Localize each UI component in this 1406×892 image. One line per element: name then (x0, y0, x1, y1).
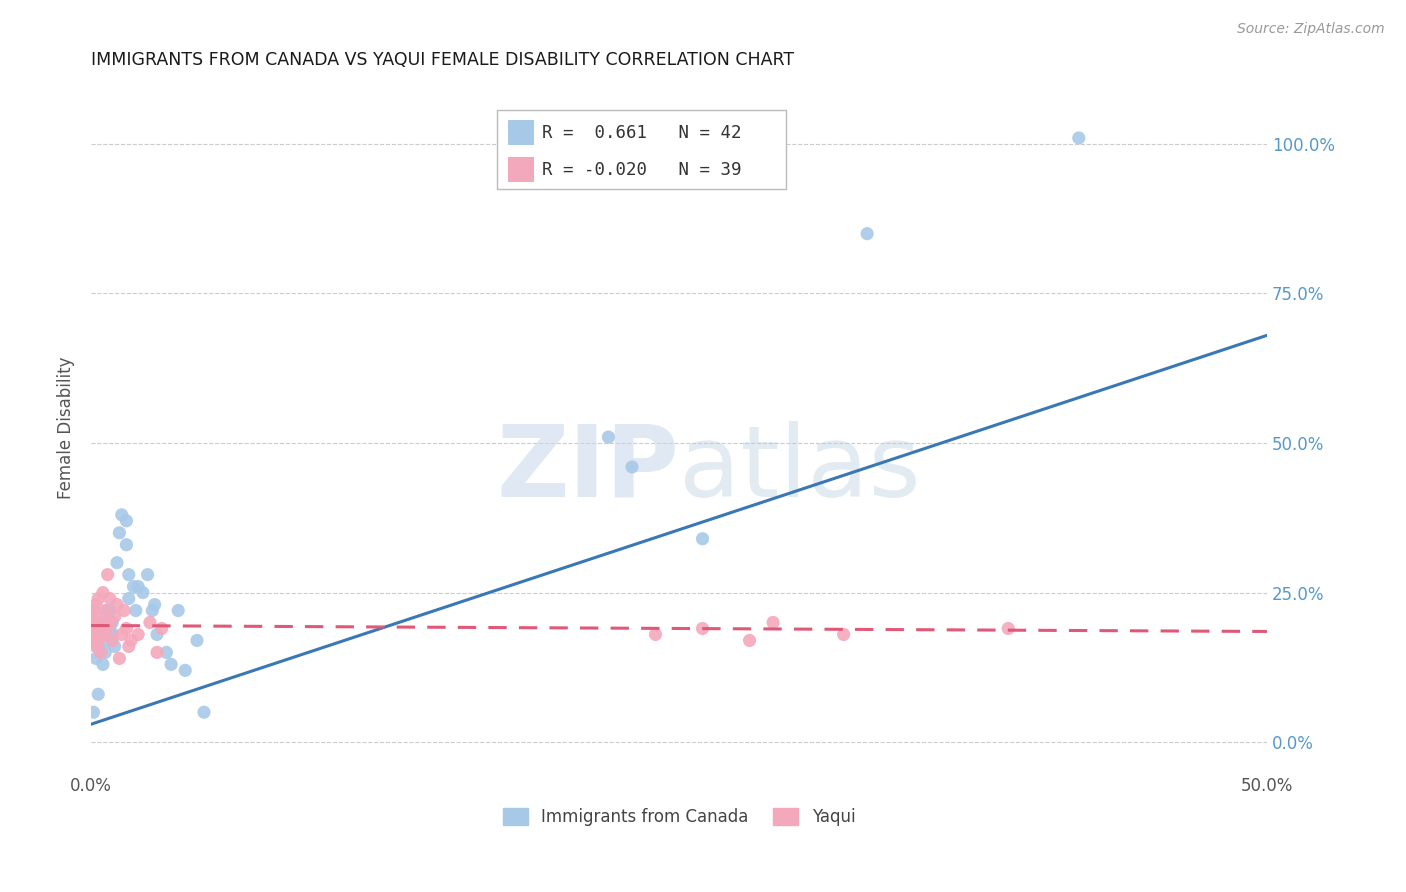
Point (105, 556, 128, 570)
Point (84, 651, 107, 665)
Point (141, 603, 163, 617)
Point (91, 657, 114, 672)
Point (118, 640, 141, 654)
Point (83, 615, 105, 630)
Point (108, 651, 131, 665)
Point (91, 627, 114, 641)
Point (94, 603, 117, 617)
Point (856, 227, 879, 241)
Point (98, 591, 121, 606)
Point (98, 615, 121, 630)
Point (83, 705, 105, 719)
Point (98, 603, 121, 617)
Point (112, 603, 135, 617)
Point (87, 687, 110, 701)
Point (1067, 131, 1090, 145)
Point (598, 430, 620, 444)
Point (104, 640, 127, 654)
Point (108, 525, 131, 540)
Point (115, 514, 138, 528)
Point (692, 532, 714, 546)
Point (87, 633, 110, 648)
Point (91, 585, 114, 599)
Point (692, 622, 714, 636)
Point (620, 460, 643, 475)
Point (120, 633, 142, 648)
Point (84, 598, 107, 612)
Point (160, 657, 183, 672)
Point (83, 603, 105, 617)
Point (115, 622, 138, 636)
Point (150, 622, 173, 636)
Point (139, 615, 162, 630)
Text: ZIP: ZIP (496, 421, 679, 518)
Text: R =  0.661   N = 42: R = 0.661 N = 42 (543, 124, 742, 142)
Point (98, 622, 121, 636)
Point (146, 645, 169, 659)
Point (738, 633, 761, 648)
Point (101, 627, 124, 641)
Text: atlas: atlas (679, 421, 921, 518)
Point (90, 615, 112, 630)
Point (125, 603, 148, 617)
Point (155, 645, 177, 659)
Point (104, 609, 127, 624)
Point (111, 508, 134, 522)
Point (94, 645, 117, 659)
Legend: Immigrants from Canada, Yaqui: Immigrants from Canada, Yaqui (496, 801, 862, 832)
Text: Source: ZipAtlas.com: Source: ZipAtlas.com (1237, 22, 1385, 37)
Point (115, 538, 138, 552)
Point (174, 664, 197, 678)
Text: R = -0.020   N = 39: R = -0.020 N = 39 (543, 161, 742, 178)
Point (997, 622, 1019, 636)
Point (143, 598, 166, 612)
Point (105, 598, 128, 612)
Point (167, 603, 190, 617)
Point (127, 580, 149, 594)
Point (118, 567, 141, 582)
Point (122, 580, 145, 594)
Point (84, 640, 107, 654)
Point (136, 567, 159, 582)
Point (91, 627, 114, 641)
Point (101, 633, 124, 648)
Text: IMMIGRANTS FROM CANADA VS YAQUI FEMALE DISABILITY CORRELATION CHART: IMMIGRANTS FROM CANADA VS YAQUI FEMALE D… (91, 51, 794, 69)
Point (111, 627, 134, 641)
Point (186, 633, 208, 648)
Point (83, 627, 105, 641)
Point (97, 567, 120, 582)
Y-axis label: Female Disability: Female Disability (58, 357, 75, 500)
Point (94, 615, 117, 630)
Point (193, 705, 215, 719)
Point (101, 615, 124, 630)
Point (84, 622, 107, 636)
Point (644, 627, 666, 641)
Point (97, 633, 120, 648)
Point (83, 633, 105, 648)
Point (118, 591, 141, 606)
Point (87, 591, 110, 606)
Point (132, 585, 155, 599)
Point (146, 627, 169, 641)
Point (84, 609, 107, 624)
Point (90, 615, 112, 630)
Point (762, 615, 785, 630)
Point (90, 645, 112, 659)
Point (127, 627, 149, 641)
Point (97, 622, 120, 636)
Point (97, 603, 120, 617)
Point (87, 640, 110, 654)
Point (87, 627, 110, 641)
Point (832, 627, 855, 641)
